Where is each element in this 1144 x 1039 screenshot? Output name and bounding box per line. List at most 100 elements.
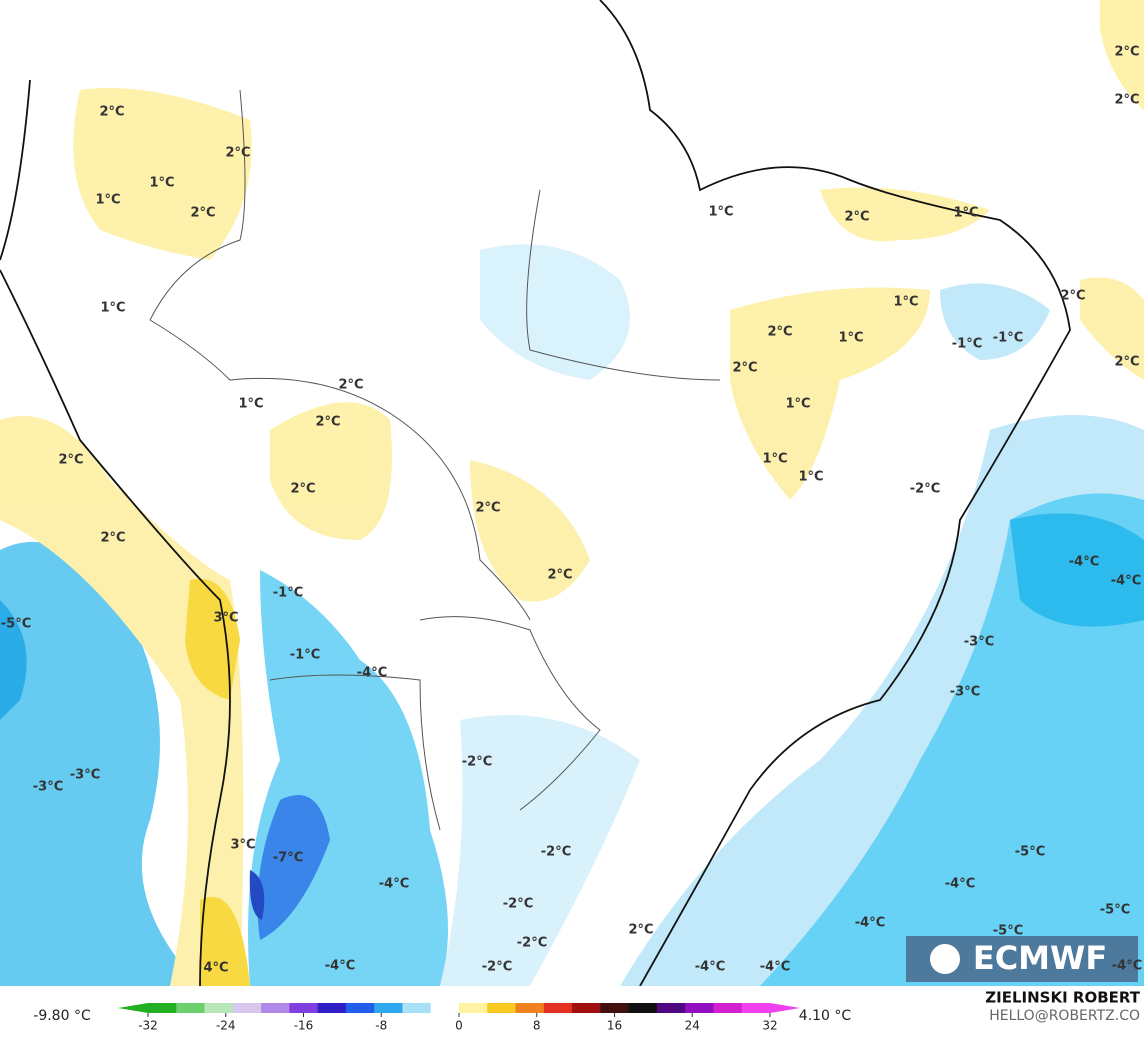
colorbar-cell (487, 1003, 517, 1013)
contour-label: 2°C (315, 415, 340, 430)
colorbar-cell (374, 1003, 403, 1013)
colorbar-cell (656, 1003, 686, 1013)
colorbar-cell (232, 1003, 262, 1013)
contour-label: -3°C (70, 768, 100, 783)
contour-label: 2°C (225, 146, 250, 161)
contour-label: 1°C (762, 452, 787, 467)
contour-label: 4°C (203, 961, 228, 976)
colorbar-tick-label: -24 (216, 1019, 236, 1033)
colorbar-cell (543, 1003, 573, 1013)
contour-label: -4°C (695, 960, 725, 975)
contour-label: -4°C (1112, 959, 1142, 974)
contour-label: 1°C (838, 331, 863, 346)
contour-label: 2°C (547, 568, 572, 583)
contour-label: 1°C (100, 301, 125, 316)
colorbar-cell (289, 1003, 319, 1013)
contour-label: -4°C (855, 916, 885, 931)
contour-label: -2°C (517, 936, 547, 951)
contour-label: 1°C (238, 397, 263, 412)
colorbar-cell (628, 1003, 658, 1013)
contour-label: 2°C (475, 501, 500, 516)
logo-icon (930, 944, 960, 974)
contour-label: 2°C (190, 206, 215, 221)
colorbar-cell (572, 1003, 601, 1013)
colorbar-tick-label: 0 (455, 1019, 463, 1033)
contour-label: -1°C (290, 648, 320, 663)
credit-contact: HELLO@ROBERTZ.CO (989, 1008, 1140, 1024)
contour-label: -3°C (950, 685, 980, 700)
colorbar-cell (600, 1003, 630, 1013)
borders (149, 89, 721, 831)
contour-label: 2°C (99, 105, 124, 120)
contour-label: 2°C (1060, 289, 1085, 304)
contour-labels: 2°C 2°C 1°C 1°C 2°C 1°C 1°C 2°C 2°C 2°C 2°C 2°C 2°C 2… (1, 45, 1142, 976)
colorbar-cell (741, 1003, 771, 1013)
colorbar-cell (148, 1003, 177, 1013)
contour-label: 2°C (1114, 355, 1139, 370)
contour-label: 1°C (893, 295, 918, 310)
colorbar-tick-label: -8 (375, 1019, 387, 1033)
contour-label: -1°C (952, 337, 982, 352)
contour-label: -3°C (964, 635, 994, 650)
colorbar-cell (713, 1003, 743, 1013)
colorbar-max: 4.10 °C (799, 1008, 852, 1024)
logo-text: ECMWF (973, 939, 1107, 977)
contour-label: 1°C (708, 205, 733, 220)
colorbar-cell (176, 1003, 206, 1013)
contour-label: 2°C (767, 325, 792, 340)
colorbar-cell (204, 1003, 234, 1013)
colorbar-cell (261, 1003, 290, 1013)
contour-label: -3°C (33, 780, 63, 795)
colorbar-tick-label: 16 (607, 1019, 622, 1033)
contour-label: -5°C (1, 617, 31, 632)
contour-label: -5°C (993, 924, 1023, 939)
colorbar-tick-label: -16 (294, 1019, 314, 1033)
temperature-field (0, 0, 1144, 986)
contour-label: -2°C (503, 897, 533, 912)
contour-label: 2°C (732, 361, 757, 376)
colorbar-cell (685, 1003, 714, 1013)
colorbar-arrow-right (770, 1003, 800, 1013)
credit-author: ZIELINSKI ROBERT (985, 989, 1140, 1007)
colorbar-cell (459, 1003, 488, 1013)
contour-label: -7°C (273, 851, 303, 866)
contour-label: -2°C (541, 845, 571, 860)
colorbar-min: -9.80 °C (33, 1008, 91, 1024)
colorbar-arrow-left (118, 1003, 148, 1013)
contour-label: 1°C (785, 397, 810, 412)
colorbar-cell (402, 1003, 432, 1013)
contour-label: 2°C (100, 531, 125, 546)
contour-label: 3°C (213, 611, 238, 626)
contour-label: -1°C (273, 586, 303, 601)
contour-label: -2°C (462, 755, 492, 770)
contour-label: -4°C (357, 666, 387, 681)
contour-label: -4°C (325, 959, 355, 974)
colorbar-tick-label: 32 (762, 1019, 777, 1033)
contour-label: 3°C (230, 838, 255, 853)
colorbar: -32 -24 -16 -8 0 8 16 24 32 (118, 1003, 800, 1033)
colorbar-cell (345, 1003, 375, 1013)
contour-label: 2°C (58, 453, 83, 468)
contour-label: 1°C (798, 470, 823, 485)
contour-label: -5°C (1015, 845, 1045, 860)
contour-label: 2°C (1114, 93, 1139, 108)
contour-label: -1°C (993, 331, 1023, 346)
contour-label: -4°C (945, 877, 975, 892)
contour-label: 2°C (338, 378, 363, 393)
contour-label: 1°C (95, 193, 120, 208)
contour-label: -4°C (1069, 555, 1099, 570)
contour-label: -4°C (760, 960, 790, 975)
colorbar-tick-label: 24 (685, 1019, 700, 1033)
colorbar-cell (515, 1003, 545, 1013)
contour-label: -2°C (910, 482, 940, 497)
contour-label: 2°C (290, 482, 315, 497)
colorbar-cell (430, 1003, 460, 1013)
colorbar-tick-label: 8 (533, 1019, 541, 1033)
contour-label: -5°C (1100, 903, 1130, 918)
contour-label: -4°C (379, 877, 409, 892)
contour-label: 1°C (953, 206, 978, 221)
coastline (0, 0, 1071, 987)
colorbar-cell (317, 1003, 347, 1013)
contour-label: -2°C (482, 960, 512, 975)
